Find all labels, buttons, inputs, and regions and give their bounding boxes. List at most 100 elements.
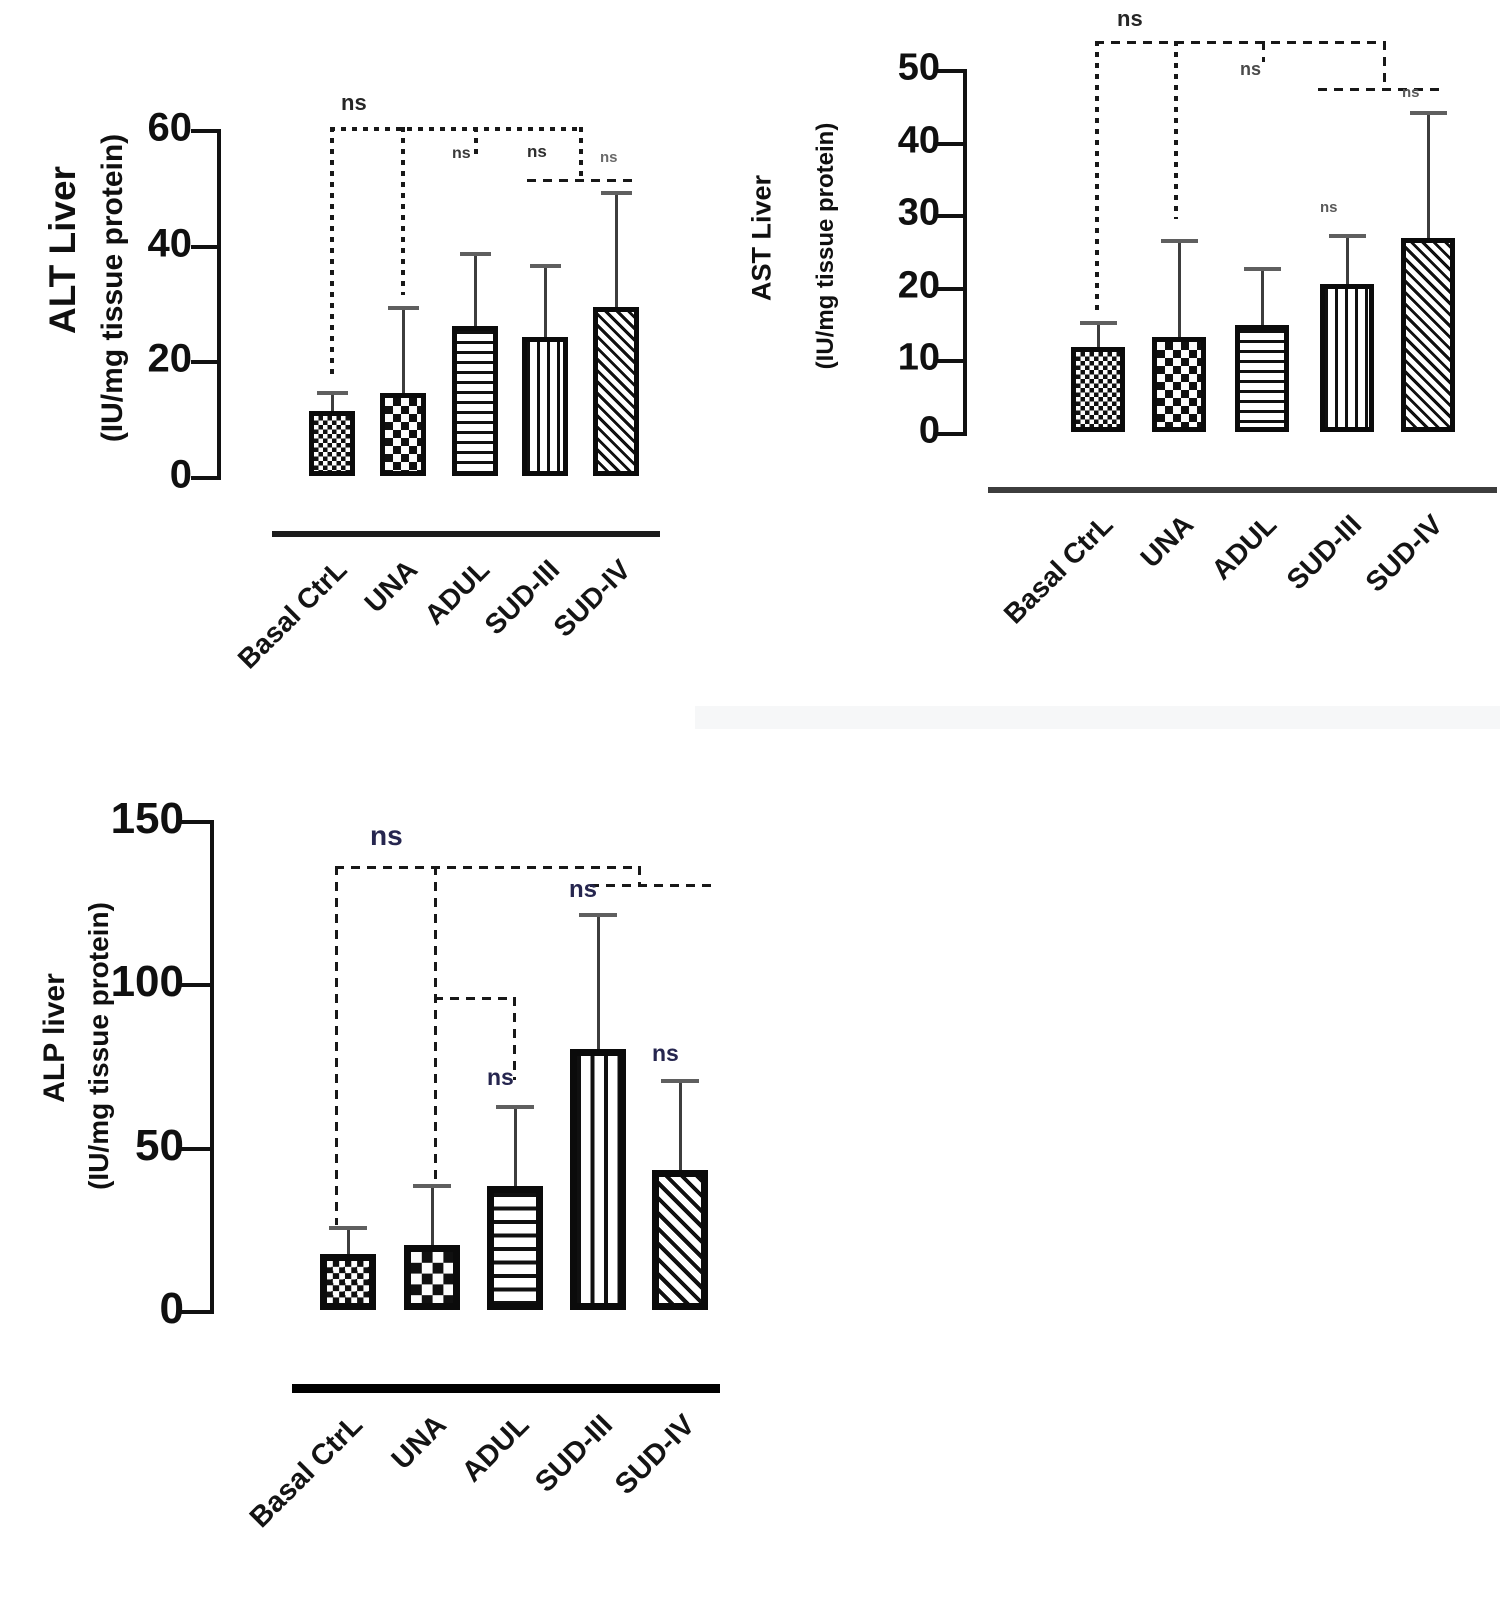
x-axis-line [272, 531, 660, 537]
y-tick-label-20: 20 [897, 264, 940, 307]
bar-basal-ctrl [309, 411, 355, 476]
significance-line [1383, 41, 1386, 88]
significance-line [1095, 41, 1099, 312]
category-label-una: UNA [1134, 508, 1200, 574]
gray-band [695, 706, 1500, 729]
significance-line [401, 127, 405, 295]
bar-adul [1235, 325, 1289, 432]
bar-sud-iv [1401, 238, 1455, 432]
error-bar-adul [1260, 268, 1264, 332]
y-tick-10 [936, 359, 967, 364]
ns-label: ns [1320, 199, 1338, 216]
error-bar-sud-iii [596, 914, 600, 1055]
y-tick-100 [181, 983, 214, 988]
significance-line [513, 997, 516, 1080]
ns-label: ns [341, 90, 367, 115]
ns-label: ns [1240, 59, 1262, 79]
significance-line [335, 866, 639, 869]
significance-line [527, 179, 638, 182]
error-bar-sud-iv [614, 192, 618, 314]
y-tick-0 [181, 1310, 214, 1314]
error-cap-basal-ctrl [1079, 321, 1117, 326]
ns-label: ns [370, 820, 403, 851]
error-bar-sud-iv [678, 1081, 682, 1176]
bar-sud-iii [570, 1048, 626, 1310]
y-axis-line [963, 69, 967, 436]
ns-label: ns [652, 1040, 679, 1066]
category-label-una: UNA [385, 1408, 453, 1476]
ns-label: ns [452, 145, 471, 162]
y-tick-40 [936, 141, 967, 146]
error-bar-sud-iii [1345, 235, 1349, 290]
y-tick-150 [181, 819, 214, 824]
y-tick-label-0: 0 [918, 409, 940, 452]
error-cap-sud-iii [529, 264, 561, 269]
y-axis-title-line-1: AST Liver [746, 174, 777, 302]
bar-sud-iii [1320, 283, 1374, 432]
significance-line [474, 127, 478, 158]
y-tick-label-100: 100 [110, 957, 184, 1007]
category-label-adul: ADUL [456, 1408, 536, 1489]
x-axis-line [292, 1384, 720, 1393]
error-bar-basal-ctrl [346, 1228, 350, 1261]
error-bar-basal-ctrl [1096, 323, 1100, 354]
significance-line [434, 866, 437, 1185]
y-tick-label-150: 150 [110, 793, 184, 843]
ns-label: ns [1117, 6, 1143, 31]
y-tick-20 [191, 360, 221, 365]
y-tick-label-60: 60 [147, 105, 193, 150]
significance-line [1318, 88, 1446, 91]
y-tick-50 [181, 1146, 214, 1151]
significance-line [330, 127, 334, 378]
y-tick-label-40: 40 [897, 119, 940, 162]
y-tick-40 [191, 244, 221, 249]
ns-label: ns [600, 149, 618, 166]
error-cap-sud-iv [600, 190, 632, 195]
x-axis-line [988, 487, 1497, 493]
significance-line [1174, 41, 1178, 219]
y-tick-label-40: 40 [147, 221, 193, 266]
y-tick-label-0: 0 [169, 452, 192, 497]
category-label-sud-iii: SUD-III [529, 1408, 619, 1499]
error-cap-basal-ctrl [316, 390, 348, 395]
y-tick-20 [936, 286, 967, 291]
category-label-basal-ctrl: Basal CtrL [243, 1408, 369, 1535]
y-axis-title-line-2: (IU/mg tissue protein) [96, 133, 129, 443]
category-label-basal-ctrl: Basal CtrL [231, 553, 353, 675]
error-bar-una [401, 308, 405, 399]
error-bar-basal-ctrl [330, 392, 334, 418]
y-tick-label-30: 30 [897, 191, 940, 234]
y-axis-line [210, 819, 214, 1314]
category-label-sud-iii: SUD-III [1280, 508, 1368, 596]
error-bar-sud-iii [543, 266, 547, 344]
error-cap-adul [496, 1105, 534, 1110]
significance-line [1095, 41, 1385, 44]
bar-una [404, 1244, 460, 1310]
bar-adul [487, 1185, 543, 1310]
bar-sud-iv [593, 307, 639, 476]
y-tick-60 [191, 129, 221, 134]
y-axis-title-line-2: (IU/mg tissue protein) [812, 122, 839, 370]
ns-label: ns [569, 876, 598, 903]
category-label-adul: ADUL [1205, 508, 1283, 586]
significance-line [579, 127, 583, 179]
bar-basal-ctrl [1071, 347, 1125, 432]
category-label-sud-iv: SUD-IV [608, 1408, 701, 1501]
error-cap-adul [1243, 266, 1281, 271]
error-bar-adul [473, 254, 477, 332]
category-label-una: UNA [358, 553, 424, 619]
error-bar-adul [513, 1107, 517, 1192]
y-axis-title-line-2: (IU/mg tissue protein) [83, 902, 114, 1190]
category-label-basal-ctrl: Basal CtrL [997, 508, 1119, 630]
y-axis-line [217, 129, 221, 480]
y-axis-title-line-1: ALT Liver [42, 166, 83, 334]
bar-basal-ctrl [320, 1254, 376, 1310]
ns-label: ns [527, 142, 547, 161]
error-cap-sud-iii [1328, 233, 1366, 238]
ns-label: ns [487, 1064, 514, 1090]
significance-line [590, 884, 714, 887]
y-tick-30 [936, 214, 967, 219]
error-cap-una [1160, 239, 1198, 244]
error-cap-adul [459, 252, 491, 257]
